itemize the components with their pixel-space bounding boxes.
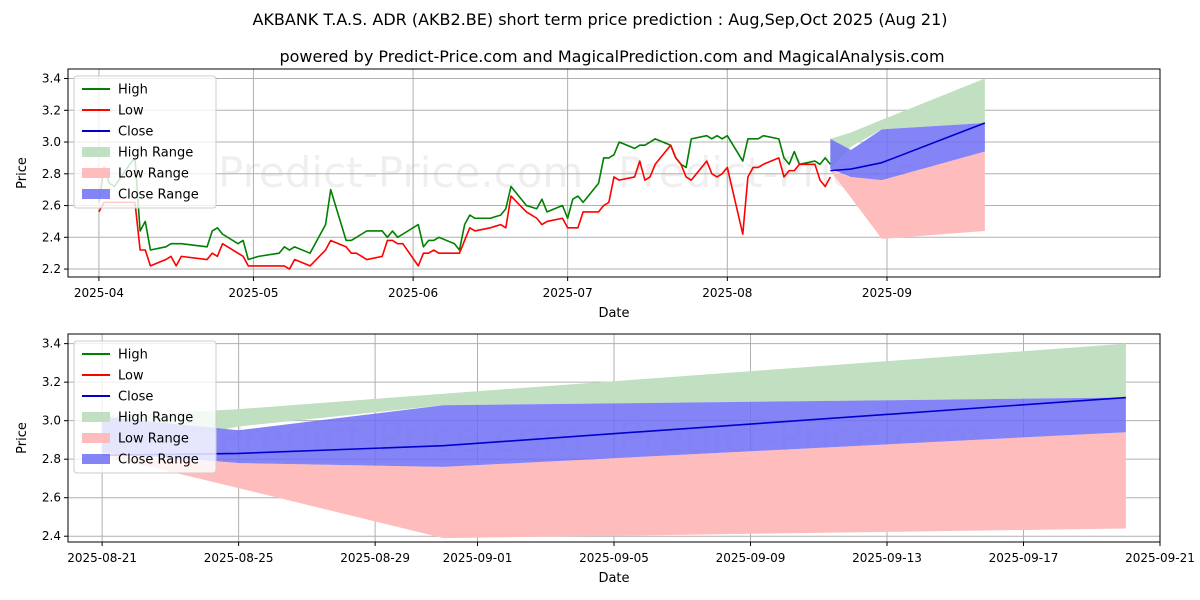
grid-group [68,69,1160,277]
high-range-band [102,343,1126,454]
y-tick-label: 3.2 [42,375,61,389]
top-panel: Predict-Price.com Predict-Price.com2025-0… [15,68,1161,321]
y-tick-label: 2.8 [42,167,61,181]
legend-label-close-range: Close Range [118,453,199,468]
y-tick-label: 3.2 [42,103,61,117]
legend: High Low Close High Range Low Range Close Ran… [73,75,217,209]
x-tick-label: 2025-05 [228,286,278,300]
x-tick-label: 2025-06 [388,286,438,300]
legend-label-low-range: Low Range [118,167,189,182]
legend-label-low: Low [118,104,144,119]
y-axis-label: Price [15,422,30,454]
x-tick-label: 2025-09-13 [852,551,922,565]
y-tick-label: 2.6 [42,199,61,213]
legend-label-high-range: High Range [118,411,193,426]
low-range-band [102,432,1126,539]
x-tick-label: 2025-09-05 [579,551,649,565]
legend-label-close-range: Close Range [118,188,199,203]
axes-frame [67,68,1161,278]
x-tick-label: 2025-08-25 [204,551,274,565]
y-tick-label: 3.4 [42,337,61,351]
x-tick-label: 2025-09-09 [716,551,786,565]
close-series-line [830,122,986,172]
watermark-text: Predict-Price.com [218,148,583,197]
y-tick-label: 2.6 [42,491,61,505]
chart-title: AKBANK T.A.S. ADR (AKB2.BE) short term p… [252,10,947,29]
chart-subtitle: powered by Predict-Price.com and Magical… [279,47,944,66]
high-range-band [830,78,985,170]
y-axis-label: Price [15,157,30,189]
x-axis-label: Date [598,306,629,321]
y-tick-label: 2.8 [42,452,61,466]
x-tick-label: 2025-08-21 [67,551,137,565]
legend: High Low Close High Range Low Range Close Ran… [73,340,217,474]
y-tick-label: 2.4 [42,529,61,543]
x-tick-label: 2025-09-21 [1125,551,1195,565]
x-tick-label: 2025-09 [862,286,912,300]
high-series-line [98,134,831,261]
x-tick-label: 2025-04 [74,286,124,300]
legend-swatch-close-range [82,454,110,464]
legend-swatch-low-range [82,433,110,443]
plot-area [98,78,986,270]
x-axis-label: Date [598,571,629,586]
y-tick-label: 2.4 [42,230,61,244]
legend-label-low-range: Low Range [118,432,189,447]
y-tick-label: 3.0 [42,414,61,428]
legend-label-high: High [118,83,148,98]
bottom-panel: Predict-Price.comPredict-Price.com2025-0… [15,333,1195,586]
y-tick-label: 3.4 [42,72,61,86]
y-tick-label: 3.0 [42,135,61,149]
legend-label-high: High [118,348,148,363]
low-series-line [98,144,832,270]
x-tick-label: 2025-08-29 [340,551,410,565]
low-range-band [830,151,985,239]
legend-swatch-high-range [82,147,110,157]
x-tick-label: 2025-08 [702,286,752,300]
x-tick-label: 2025-09-17 [989,551,1059,565]
legend-label-high-range: High Range [118,146,193,161]
legend-label-close: Close [118,390,153,405]
legend-swatch-low-range [82,168,110,178]
x-tick-label: 2025-09-01 [443,551,513,565]
x-tick-label: 2025-07 [543,286,593,300]
legend-swatch-high-range [82,412,110,422]
plot-area [102,343,1126,539]
legend-swatch-close-range [82,189,110,199]
legend-label-low: Low [118,369,144,384]
legend-label-close: Close [118,125,153,140]
y-tick-label: 2.2 [42,262,61,276]
